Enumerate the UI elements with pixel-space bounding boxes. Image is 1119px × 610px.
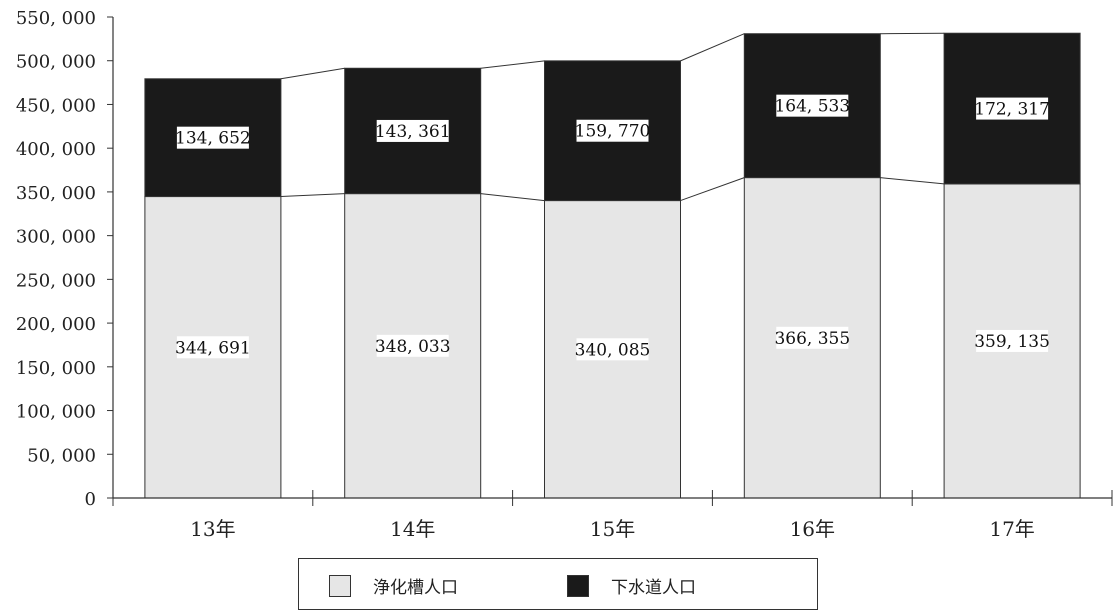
- legend: 浄化槽人口 下水道人口: [298, 558, 818, 610]
- y-tick-label: 250, 000: [16, 270, 96, 291]
- bar-group: [144, 32, 1081, 499]
- data-label-bg: [376, 334, 449, 357]
- data-label: 134, 652: [175, 129, 251, 149]
- legend-label-sewer: 下水道人口: [611, 578, 696, 598]
- series-connector-line: [280, 193, 345, 198]
- y-tick-label: 500, 000: [16, 52, 96, 73]
- series-connector-line: [480, 60, 545, 69]
- data-label-bg: [976, 97, 1049, 120]
- y-tick-label: 200, 000: [16, 314, 96, 335]
- series-connector-line: [680, 33, 745, 62]
- series-connector-line: [680, 177, 745, 202]
- data-label-bg: [776, 326, 849, 349]
- data-labels: 344, 691 134, 652 348, 033 143, 361 340, 085…: [175, 94, 1050, 361]
- data-label-bg: [176, 126, 249, 149]
- axes: 0 50, 000 100, 000 150, 000 200, 000 250, 000…: [16, 8, 1113, 541]
- data-label: 366, 355: [774, 329, 850, 349]
- data-label: 159, 770: [575, 122, 651, 142]
- connector-lines: [280, 32, 945, 202]
- data-label: 164, 533: [774, 97, 850, 117]
- data-label: 359, 135: [974, 332, 1050, 352]
- data-label-bg: [776, 94, 849, 117]
- y-tick-label: 300, 000: [16, 227, 96, 248]
- y-tick-label: 350, 000: [16, 183, 96, 204]
- data-label-bg: [176, 336, 249, 359]
- data-label-bg: [576, 119, 649, 142]
- legend-swatch-dark: [567, 574, 589, 597]
- x-category-label: 13年: [190, 517, 235, 541]
- data-label: 344, 691: [175, 338, 251, 358]
- y-tick-label: 150, 000: [16, 358, 96, 379]
- data-label-bg: [576, 338, 649, 361]
- data-label: 348, 033: [375, 337, 451, 357]
- data-label: 172, 317: [974, 100, 1050, 120]
- data-label-bg: [976, 329, 1049, 352]
- data-label-bg: [376, 119, 449, 142]
- x-category-label: 14年: [390, 517, 435, 541]
- y-tick-label: 450, 000: [16, 95, 96, 116]
- data-label: 143, 361: [375, 122, 451, 142]
- series-connector-line: [280, 67, 345, 80]
- legend-item-septic: 浄化槽人口: [329, 573, 458, 598]
- y-tick-label: 0: [85, 489, 96, 510]
- data-label: 340, 085: [575, 340, 651, 360]
- y-tick-label: 50, 000: [27, 445, 96, 466]
- y-tick-label: 550, 000: [16, 8, 96, 29]
- series-connector-line: [880, 177, 945, 185]
- legend-label-septic: 浄化槽人口: [373, 578, 458, 598]
- x-category-label: 15年: [590, 517, 635, 541]
- y-tick-label: 400, 000: [16, 139, 96, 160]
- legend-item-sewer: 下水道人口: [567, 573, 696, 598]
- y-tick-label: 100, 000: [16, 402, 96, 423]
- series-connector-line: [480, 193, 545, 202]
- x-category-label: 17年: [989, 517, 1034, 541]
- x-category-label: 16年: [790, 517, 835, 541]
- legend-swatch-light: [329, 574, 351, 597]
